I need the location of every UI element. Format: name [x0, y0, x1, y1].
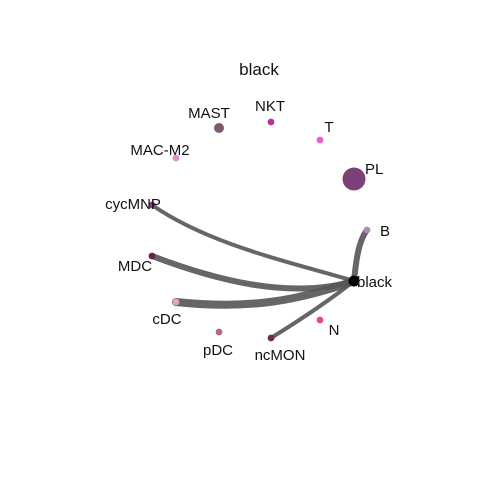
labels-layer: MAST NKT T PL B MAC-M2 cycMNP MDC cDC pDC ncMON Nbl… — [105, 98, 392, 364]
node-label-cycmnp: cycMNP — [105, 196, 161, 213]
node-label-mdc: MDC — [118, 258, 152, 275]
node-n — [316, 316, 324, 324]
node-label-mast: MAST — [188, 105, 230, 122]
node-label-black: black — [357, 274, 393, 291]
edge-ncmon-to-black — [269, 279, 356, 340]
node-b — [363, 226, 371, 234]
edges-layer — [149, 203, 370, 340]
node-pdc — [215, 328, 223, 336]
node-label-nkt: NKT — [255, 98, 285, 115]
node-label-pdc: pDC — [203, 342, 233, 359]
plot-title: black — [239, 60, 279, 79]
node-mdc — [148, 252, 156, 260]
edge-cycmnp-to-black — [150, 203, 356, 283]
node-black — [348, 275, 360, 287]
node-label-ncmon: ncMON — [255, 347, 306, 364]
node-label-mac-m2: MAC-M2 — [130, 142, 189, 159]
node-t — [316, 136, 324, 144]
node-label-n: N — [329, 322, 340, 339]
node-ncmon — [267, 334, 275, 342]
node-mast — [214, 123, 224, 133]
node-mac-m2 — [172, 154, 180, 162]
node-label-b: B — [380, 223, 390, 240]
node-label-pl: PL — [365, 161, 383, 178]
edge-cdc-to-black — [172, 277, 358, 309]
node-label-cdc: cDC — [152, 311, 181, 328]
node-pl — [342, 167, 366, 191]
node-label-t: T — [324, 119, 333, 136]
node-cycmnp — [148, 201, 156, 209]
nodes-layer — [148, 118, 371, 342]
node-nkt — [267, 118, 275, 126]
node-cdc — [172, 298, 180, 306]
